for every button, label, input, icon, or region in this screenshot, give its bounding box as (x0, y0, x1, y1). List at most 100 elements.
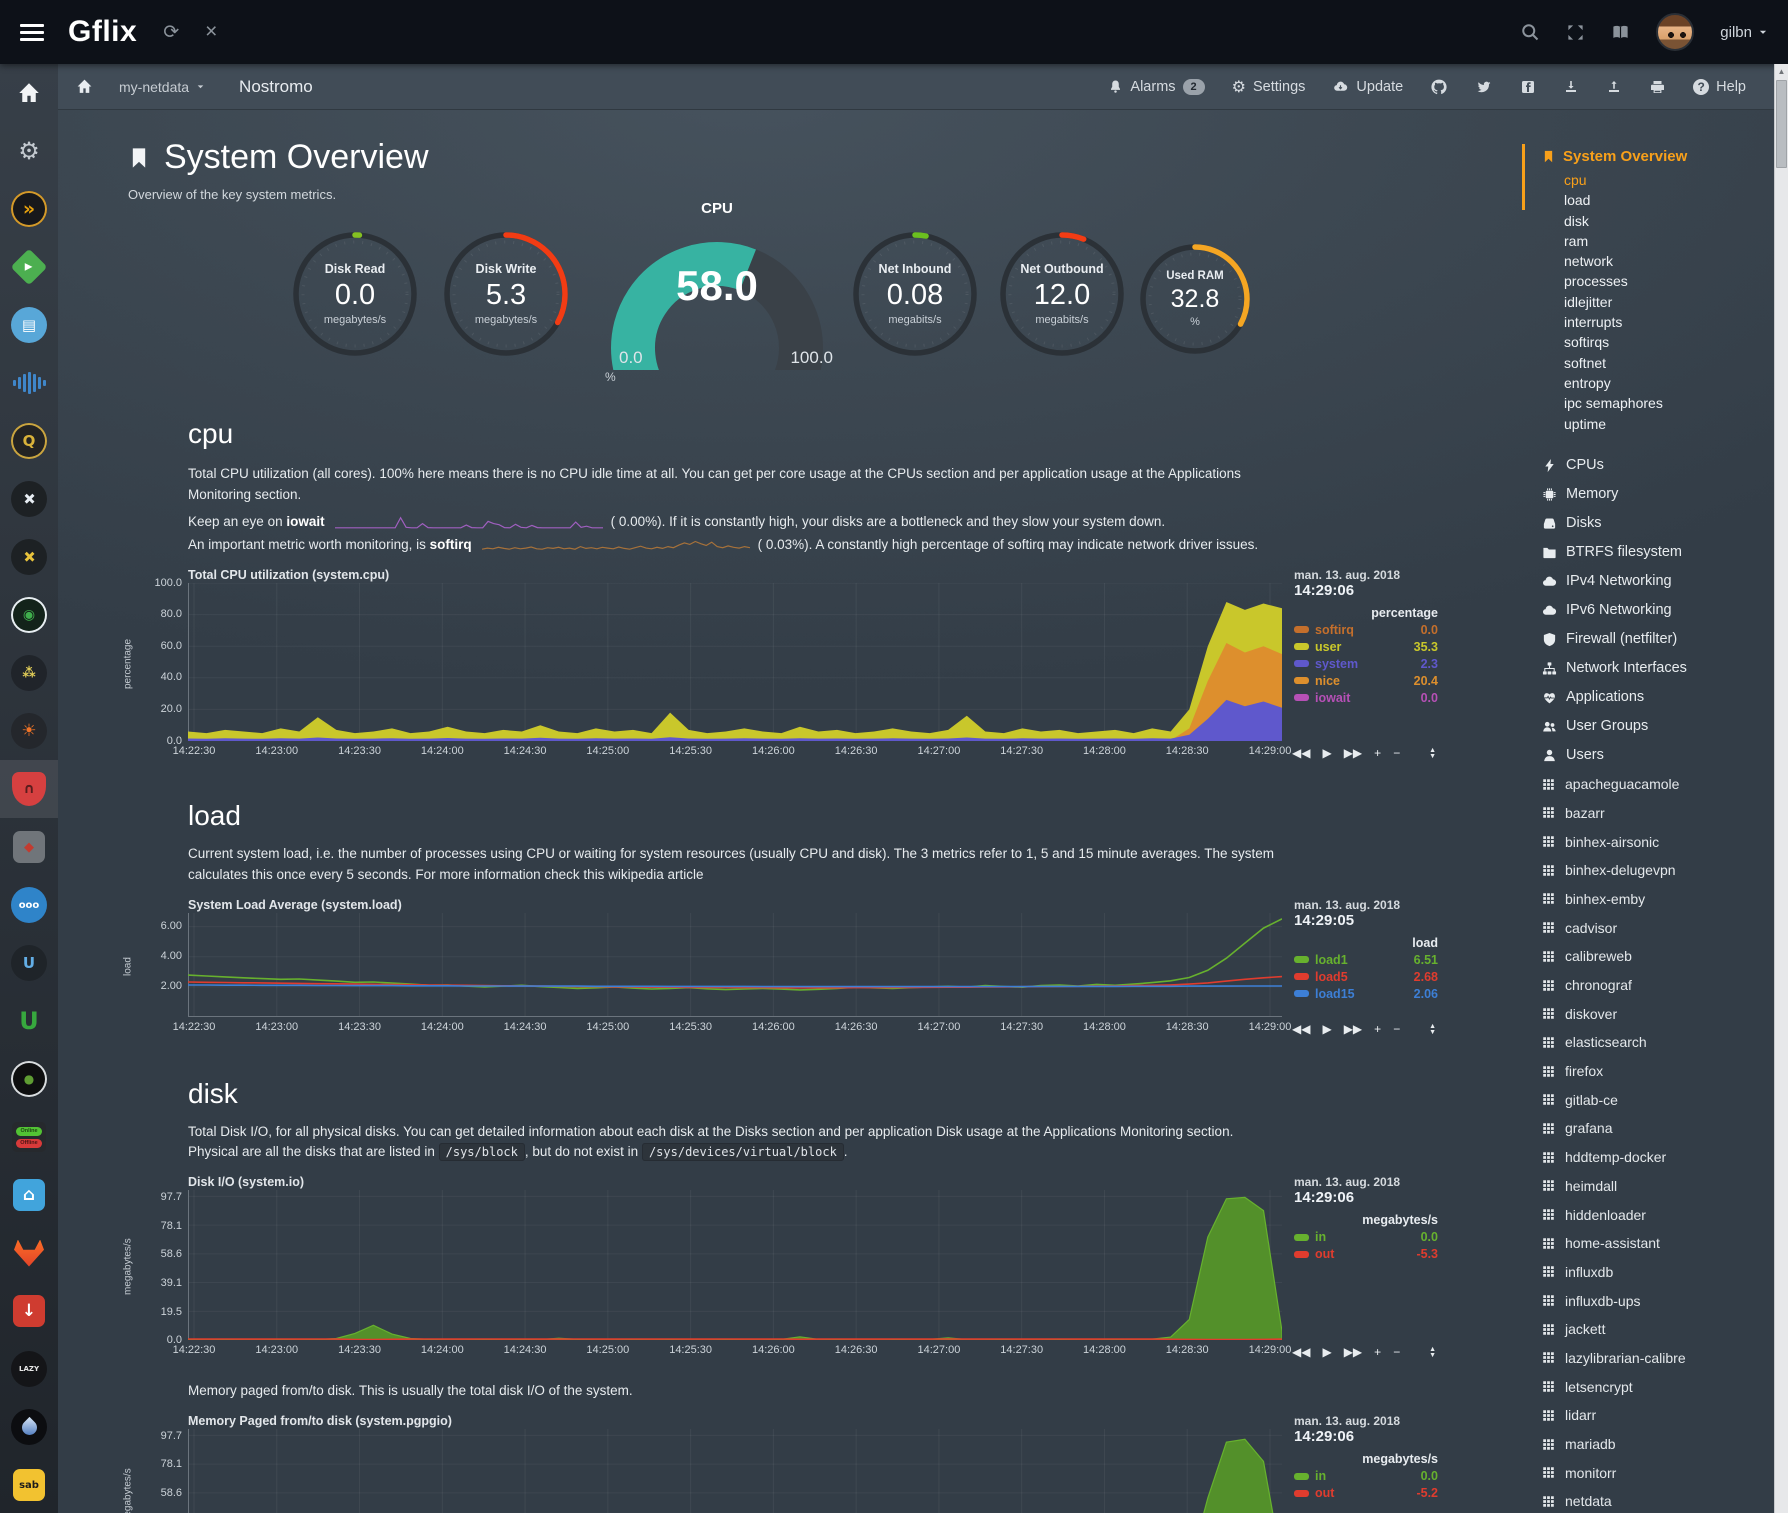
toc-app-hddtemp-docker[interactable]: hddtemp-docker (1542, 1143, 1774, 1172)
toc-app-gitlab-ce[interactable]: gitlab-ce (1542, 1085, 1774, 1114)
toc-app-letsencrypt[interactable]: letsencrypt (1542, 1372, 1774, 1401)
host-dropdown[interactable]: my-netdata (119, 79, 205, 95)
toc-app-binhex-airsonic[interactable]: binhex-airsonic (1542, 827, 1774, 856)
legend-load5[interactable]: load5 2.68 (1294, 970, 1438, 984)
chart-backward-button[interactable]: ◀◀ (1292, 745, 1311, 760)
toc-app-lidarr[interactable]: lidarr (1542, 1401, 1774, 1430)
sidebar-app-sabnzbd[interactable]: sab (0, 1456, 58, 1513)
toc-app-influxdb-ups[interactable]: influxdb-ups (1542, 1286, 1774, 1315)
user-menu[interactable]: gilbn (1720, 24, 1768, 41)
sidebar-app-ombi[interactable]: ⁂ (0, 644, 58, 702)
toc-item-ipc-semaphores[interactable]: ipc semaphores (1564, 395, 1663, 412)
toc-item-disk[interactable]: disk (1564, 212, 1589, 229)
chart-resize-handle[interactable]: ▲ ▼ (1429, 1022, 1436, 1036)
toc-section-cpus[interactable]: CPUs (1542, 451, 1774, 480)
toc-item-processes[interactable]: processes (1564, 273, 1628, 290)
facebook-button[interactable] (1520, 79, 1536, 95)
toc-app-elasticsearch[interactable]: elasticsearch (1542, 1028, 1774, 1057)
sidebar-app-gitlab[interactable] (0, 1224, 58, 1282)
gauge-disk-write[interactable]: Disk Write 5.3 megabytes/s (440, 228, 572, 360)
help-button[interactable]: ? Help (1693, 78, 1746, 95)
toc-app-grafana[interactable]: grafana (1542, 1114, 1774, 1143)
sidebar-app-netdata[interactable]: ∩ (0, 760, 58, 818)
close-icon[interactable]: × (205, 20, 218, 43)
legend-nice[interactable]: nice 20.4 (1294, 674, 1438, 688)
toc-app-jackett[interactable]: jackett (1542, 1315, 1774, 1344)
legend-in[interactable]: in 0.0 (1294, 1230, 1438, 1244)
chart-play-button[interactable]: ▶ (1322, 745, 1332, 760)
sidebar-app-unmanic[interactable]: U (0, 992, 58, 1050)
sidebar-app-qbittorrent[interactable]: ◉ (0, 586, 58, 644)
load-chart[interactable]: load 6.00 4.00 2.00 System Load Average (sys… (120, 898, 1440, 1036)
legend-out[interactable]: out -5.3 (1294, 1247, 1438, 1261)
chart-plot-area[interactable] (188, 1429, 1282, 1513)
user-avatar[interactable] (1656, 13, 1695, 51)
toc-section-network-interfaces[interactable]: Network Interfaces (1542, 654, 1774, 683)
chart-play-button[interactable]: ▶ (1322, 1345, 1332, 1360)
sidebar-app-jdownloader[interactable]: ↓ (0, 1282, 58, 1340)
chart-plot-area[interactable] (188, 912, 1282, 1017)
chart-zoom-out-button[interactable]: − (1393, 1345, 1401, 1360)
sidebar-app-unifi[interactable]: U (0, 934, 58, 992)
scrollbar-thumb[interactable] (1776, 80, 1787, 168)
toc-item-uptime[interactable]: uptime (1564, 415, 1607, 432)
toc-system-overview[interactable]: System Overview (1542, 148, 1774, 165)
toc-section-ipv4-networking[interactable]: IPv4 Networking (1542, 567, 1774, 596)
sidebar-app-sonarr[interactable]: ✚ (0, 470, 58, 528)
chart-zoom-out-button[interactable]: − (1393, 1021, 1401, 1036)
fullscreen-icon[interactable] (1566, 23, 1585, 42)
disk-chart[interactable]: megabytes/s 97.7 78.1 58.6 39.1 19.5 0.0 Disk I… (120, 1175, 1440, 1359)
alarms-button[interactable]: Alarms 2 (1108, 78, 1205, 95)
toc-item-softnet[interactable]: softnet (1564, 354, 1607, 371)
chart-zoom-in-button[interactable]: + (1374, 745, 1382, 760)
chart-play-button[interactable]: ▶ (1322, 1021, 1332, 1036)
gauge-net-inbound[interactable]: Net Inbound 0.08 megabits/s (849, 228, 981, 360)
chart-forward-button[interactable]: ▶▶ (1343, 1345, 1363, 1360)
chart-zoom-in-button[interactable]: + (1374, 1345, 1382, 1360)
gauge-used-ram[interactable]: Used RAM 32.8% (1136, 240, 1254, 358)
toc-app-binhex-delugevpn[interactable]: binhex-delugevpn (1542, 856, 1774, 885)
sidebar-home-button[interactable] (0, 64, 58, 122)
chart-resize-handle[interactable]: ▲ ▼ (1429, 746, 1436, 760)
chart-plot-area[interactable] (188, 1190, 1282, 1341)
toc-item-entropy[interactable]: entropy (1564, 374, 1611, 391)
chart-backward-button[interactable]: ◀◀ (1292, 1345, 1311, 1360)
sidebar-app-emby[interactable]: ▶ (0, 238, 58, 296)
sidebar-app-krusader[interactable]: ◆ (0, 818, 58, 876)
toc-app-hiddenloader[interactable]: hiddenloader (1542, 1200, 1774, 1229)
sidebar-app-monitorr[interactable]: Online Offline (0, 1108, 58, 1166)
chart-zoom-in-button[interactable]: + (1374, 1021, 1382, 1036)
sidebar-app-jackett[interactable]: Q (0, 412, 58, 470)
toc-section-disks[interactable]: Disks (1542, 509, 1774, 538)
toc-item-load[interactable]: load (1564, 192, 1591, 209)
toc-section-firewall-netfilter-[interactable]: Firewall (netfilter) (1542, 625, 1774, 654)
toc-section-btrfs-filesystem[interactable]: BTRFS filesystem (1542, 538, 1774, 567)
sidebar-app-nextcloud[interactable]: ooo (0, 876, 58, 934)
toc-app-monitorr[interactable]: monitorr (1542, 1458, 1774, 1487)
toc-app-bazarr[interactable]: bazarr (1542, 799, 1774, 828)
chart-zoom-out-button[interactable]: − (1393, 745, 1401, 760)
legend-iowait[interactable]: iowait 0.0 (1294, 691, 1438, 705)
sidebar-app-radarr[interactable]: ✚ (0, 528, 58, 586)
chart-forward-button[interactable]: ▶▶ (1343, 1021, 1363, 1036)
sidebar-app-lazylibrarian[interactable]: LAZY (0, 1340, 58, 1398)
netdata-home-icon[interactable] (76, 78, 93, 95)
print-button[interactable] (1649, 79, 1666, 95)
memory-paged-chart[interactable]: megabytes/s 97.7 78.1 58.6 Memory Paged from… (120, 1414, 1440, 1513)
github-button[interactable] (1430, 78, 1448, 96)
toc-app-heimdall[interactable]: heimdall (1542, 1171, 1774, 1200)
sidebar-app-calibre-web[interactable]: ▤ (0, 296, 58, 354)
page-scrollbar[interactable]: ▲ (1774, 64, 1788, 1513)
toc-item-network[interactable]: network (1564, 253, 1614, 270)
chart-forward-button[interactable]: ▶▶ (1343, 745, 1363, 760)
gauge-net-outbound[interactable]: Net Outbound 12.0 megabits/s (996, 228, 1128, 360)
toc-app-chronograf[interactable]: chronograf (1542, 971, 1774, 1000)
sidebar-app-airsonic[interactable] (0, 354, 58, 412)
toc-item-cpu[interactable]: cpu (1564, 172, 1587, 188)
toc-section-applications[interactable]: Applications (1542, 683, 1774, 712)
toc-app-home-assistant[interactable]: home-assistant (1542, 1229, 1774, 1258)
gauge-disk-read[interactable]: Disk Read 0.0 megabytes/s (289, 228, 421, 360)
update-button[interactable]: Update (1332, 79, 1403, 95)
toc-section-ipv6-networking[interactable]: IPv6 Networking (1542, 596, 1774, 625)
toc-app-influxdb[interactable]: influxdb (1542, 1258, 1774, 1287)
